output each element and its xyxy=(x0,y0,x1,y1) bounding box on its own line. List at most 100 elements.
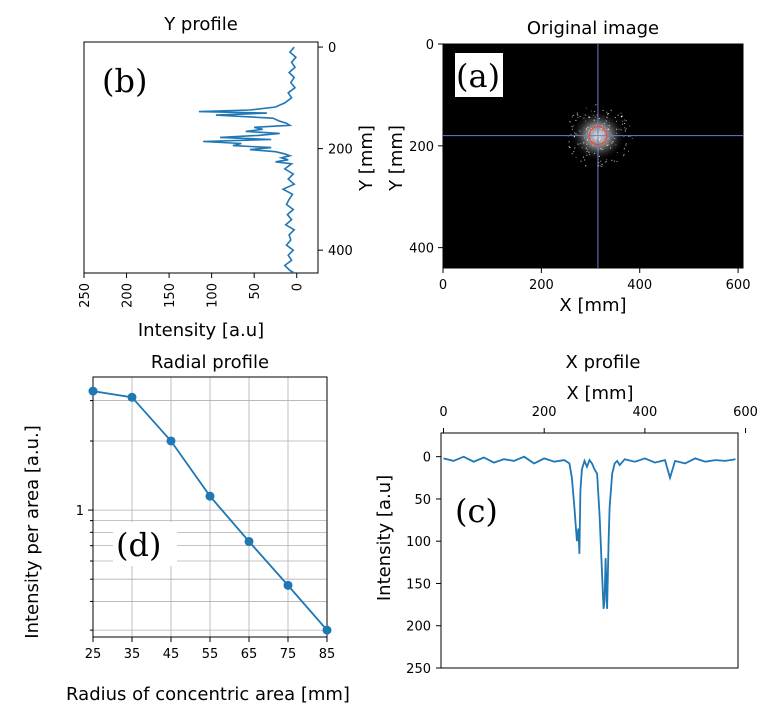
speckle xyxy=(600,148,602,150)
speckle xyxy=(595,125,597,127)
speckle xyxy=(627,150,629,152)
speckle xyxy=(625,127,627,129)
speckle xyxy=(622,120,624,122)
speckle xyxy=(621,115,623,117)
speckle xyxy=(596,114,598,116)
speckle xyxy=(586,151,588,152)
speckle xyxy=(573,151,575,153)
x-tick-label: 150 xyxy=(163,283,178,308)
speckle xyxy=(615,144,617,146)
speckle xyxy=(603,140,605,142)
speckle xyxy=(576,113,578,115)
speckle xyxy=(607,113,609,115)
x-tick-label: 0 xyxy=(439,405,447,420)
speckle xyxy=(572,115,574,116)
speckle xyxy=(594,111,596,112)
speckle xyxy=(587,127,589,128)
x-tick-label: 55 xyxy=(202,647,219,662)
speckle xyxy=(604,161,606,163)
panel-label-box xyxy=(113,522,177,566)
y-axis-label: Intensity [a.u] xyxy=(374,475,395,601)
speckle xyxy=(600,160,602,162)
x-tick-label: 0 xyxy=(439,278,447,293)
y-tick-label: 0 xyxy=(426,38,434,53)
x-axis-label: X [mm] xyxy=(559,295,626,316)
speckle xyxy=(587,139,588,141)
panel-label-box xyxy=(97,58,149,102)
speckle xyxy=(624,129,626,131)
panel-b: 250 200 150 100 50 0 0 200 400 Y profile Intensity… xyxy=(78,14,377,341)
speckle xyxy=(596,135,598,137)
speckle xyxy=(625,144,627,146)
speckle xyxy=(598,162,600,164)
speckle xyxy=(606,159,608,161)
speckle xyxy=(623,122,625,124)
x-tick-label: 25 xyxy=(85,647,102,662)
y-tick-label: 50 xyxy=(414,493,431,508)
speckle xyxy=(601,148,603,150)
speckle xyxy=(580,160,582,162)
speckle xyxy=(588,116,590,118)
y-tick-label: 100 xyxy=(406,535,431,550)
speckle xyxy=(598,155,600,157)
speckle xyxy=(611,142,613,144)
speckle xyxy=(573,136,575,138)
speckle xyxy=(607,144,609,146)
speckle xyxy=(602,109,604,111)
speckle xyxy=(590,128,592,130)
x-axis-label: Intensity [a.u] xyxy=(138,320,264,341)
speckle xyxy=(622,155,624,157)
speckle xyxy=(577,134,579,136)
speckle xyxy=(589,130,591,132)
speckle xyxy=(617,114,619,116)
speckle xyxy=(569,147,571,148)
speckle xyxy=(602,140,604,141)
speckle xyxy=(613,160,615,162)
chart-title: Radial profile xyxy=(151,352,269,373)
speckle xyxy=(625,120,627,122)
x-tick-label: 35 xyxy=(124,647,141,662)
speckle xyxy=(595,137,597,139)
speckle xyxy=(620,116,622,118)
speckle xyxy=(598,165,600,167)
speckle xyxy=(592,114,594,116)
speckle xyxy=(575,119,577,121)
speckle xyxy=(608,128,609,130)
speckle xyxy=(583,117,585,119)
speckle xyxy=(631,138,633,139)
speckle xyxy=(606,161,608,163)
speckle xyxy=(592,144,594,146)
speckle xyxy=(584,159,586,161)
speckle xyxy=(607,128,609,130)
y-tick-label: 250 xyxy=(406,662,431,677)
panel-label-box xyxy=(455,53,503,97)
speckle xyxy=(620,112,622,114)
x-axis-label: X [mm] xyxy=(566,383,633,404)
chart-title: X profile xyxy=(566,352,641,373)
x-tick-label: 200 xyxy=(529,278,554,293)
speckle xyxy=(586,134,588,136)
speckle xyxy=(601,125,603,126)
speckle xyxy=(585,120,587,122)
speckle xyxy=(593,119,595,121)
speckle xyxy=(586,143,588,145)
speckle xyxy=(607,137,609,139)
speckle xyxy=(570,133,572,135)
speckle xyxy=(577,143,579,145)
x-tick-label: 400 xyxy=(632,405,657,420)
speckle xyxy=(588,151,590,153)
x-tick-label: 200 xyxy=(532,405,557,420)
speckle xyxy=(601,165,603,167)
speckle xyxy=(568,141,570,143)
speckle xyxy=(590,110,592,112)
x-tick-label: 250 xyxy=(78,283,93,308)
speckle xyxy=(603,123,605,124)
speckle xyxy=(601,141,603,143)
x-tick-label: 75 xyxy=(280,647,297,662)
speckle xyxy=(571,128,573,130)
y-tick-label: 0 xyxy=(423,451,431,466)
speckle xyxy=(628,135,630,137)
y-tick-label: 400 xyxy=(409,242,434,257)
speckle xyxy=(580,143,582,145)
x-tick-label: 65 xyxy=(241,647,258,662)
